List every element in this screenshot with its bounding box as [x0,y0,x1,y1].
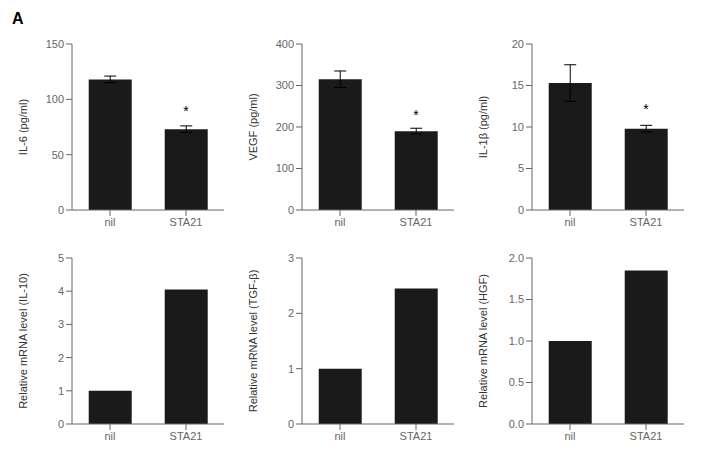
svg-text:1: 1 [58,385,64,397]
svg-text:10: 10 [512,121,524,133]
svg-text:2: 2 [288,307,294,319]
svg-text:0: 0 [518,204,524,216]
svg-text:200: 200 [276,121,294,133]
svg-text:15: 15 [512,79,524,91]
svg-text:400: 400 [276,38,294,50]
svg-text:150: 150 [46,38,64,50]
svg-text:20: 20 [512,38,524,50]
svg-text:Relative mRNA level (IL-10): Relative mRNA level (IL-10) [17,273,29,409]
svg-text:Relative mRNA level (HGF): Relative mRNA level (HGF) [477,274,489,408]
svg-text:5: 5 [518,162,524,174]
svg-text:VEGF (pg/ml): VEGF (pg/ml) [247,93,259,160]
html-text:A: A [12,10,24,27]
svg-text:nil: nil [334,216,345,228]
svg-text:*: * [643,101,649,117]
svg-text:STA21: STA21 [630,216,663,228]
svg-text:IL-1β (pg/ml): IL-1β (pg/ml) [477,96,489,159]
svg-text:nil: nil [104,216,115,228]
svg-text:0: 0 [288,204,294,216]
svg-text:nil: nil [104,430,115,442]
svg-text:STA21: STA21 [400,216,433,228]
svg-text:3: 3 [58,318,64,330]
svg-text:50: 50 [52,149,64,161]
svg-text:0.5: 0.5 [509,376,524,388]
svg-text:4: 4 [58,285,64,297]
svg-text:300: 300 [276,79,294,91]
svg-text:nil: nil [564,216,575,228]
svg-text:STA21: STA21 [170,430,203,442]
svg-text:3: 3 [288,252,294,264]
svg-text:2.0: 2.0 [509,252,524,264]
svg-text:*: * [413,107,419,123]
svg-text:100: 100 [46,93,64,105]
svg-text:0.0: 0.0 [509,418,524,430]
svg-text:5: 5 [58,252,64,264]
svg-text:0: 0 [58,418,64,430]
svg-text:1: 1 [288,363,294,375]
svg-text:STA21: STA21 [170,216,203,228]
svg-text:0: 0 [288,418,294,430]
svg-text:STA21: STA21 [400,430,433,442]
svg-text:nil: nil [334,430,345,442]
svg-text:2: 2 [58,352,64,364]
svg-text:100: 100 [276,162,294,174]
svg-text:1.5: 1.5 [509,293,524,305]
svg-text:0: 0 [58,204,64,216]
svg-text:1.0: 1.0 [509,335,524,347]
svg-text:*: * [183,103,189,119]
svg-text:nil: nil [564,430,575,442]
svg-text:Relative mRNA level (TGF-β): Relative mRNA level (TGF-β) [247,270,259,413]
svg-text:IL-6 (pg/ml): IL-6 (pg/ml) [17,99,29,155]
svg-text:STA21: STA21 [630,430,663,442]
